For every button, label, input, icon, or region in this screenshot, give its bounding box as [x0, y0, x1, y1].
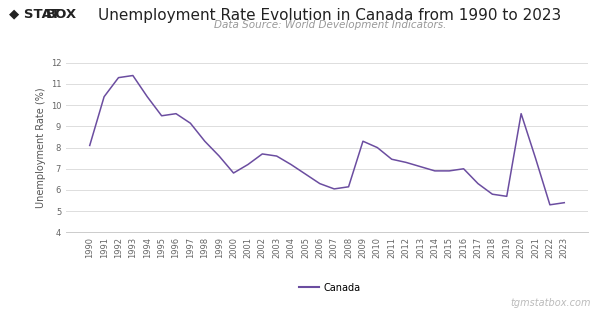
Text: Unemployment Rate Evolution in Canada from 1990 to 2023: Unemployment Rate Evolution in Canada fr…: [98, 8, 562, 23]
Text: Data Source: World Development Indicators.: Data Source: World Development Indicator…: [214, 20, 446, 30]
Text: ◆ STAT: ◆ STAT: [9, 8, 60, 21]
Text: BOX: BOX: [46, 8, 77, 21]
Text: tgmstatbox.com: tgmstatbox.com: [511, 298, 591, 308]
Legend: Canada: Canada: [295, 279, 365, 297]
Y-axis label: Unemployment Rate (%): Unemployment Rate (%): [37, 87, 46, 208]
